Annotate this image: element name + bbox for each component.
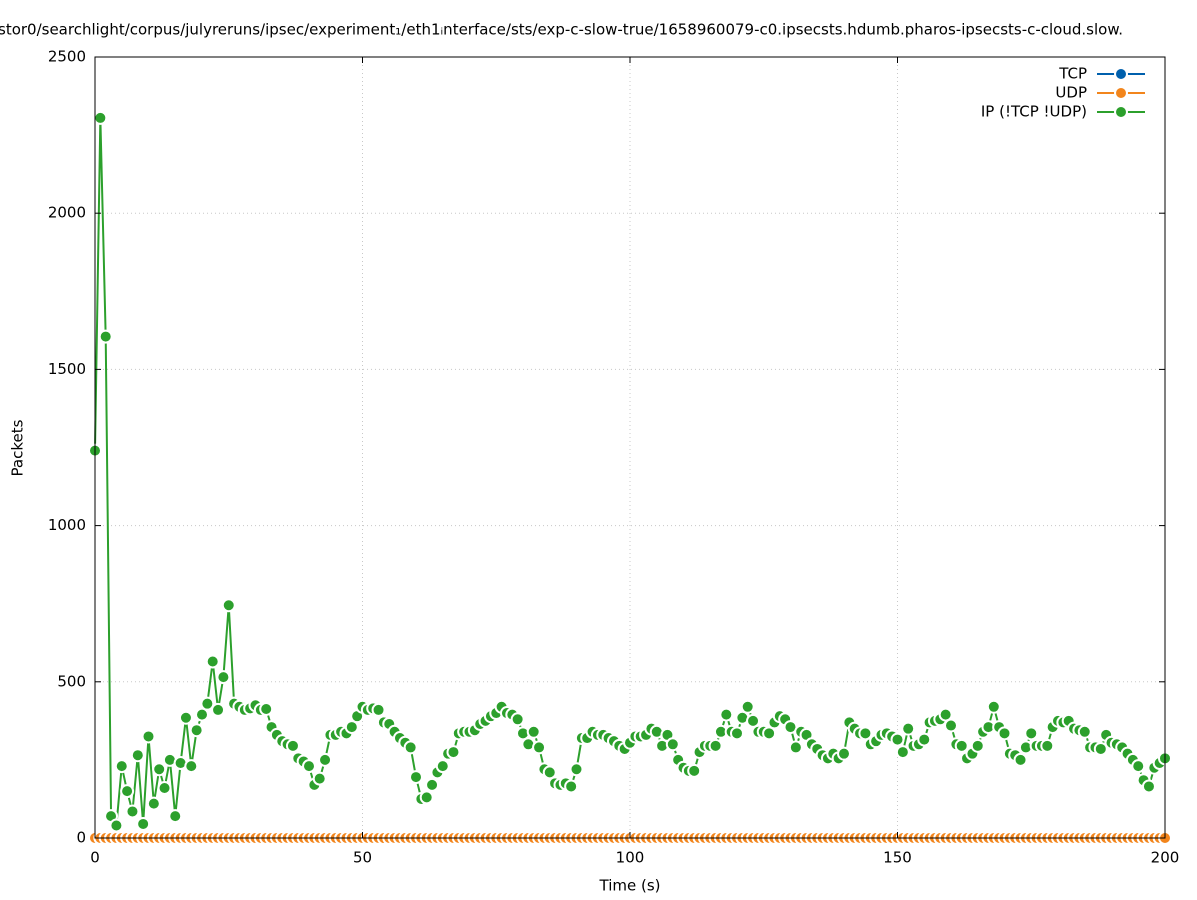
plot-frame bbox=[94, 56, 1166, 839]
x-tick-label: 100 bbox=[616, 849, 645, 867]
data-point bbox=[120, 784, 135, 799]
data-point bbox=[938, 707, 953, 722]
y-axis-label: Packets bbox=[9, 419, 27, 476]
data-point bbox=[890, 732, 905, 747]
data-point bbox=[371, 702, 386, 717]
data-point bbox=[409, 770, 423, 785]
legend-swatch bbox=[1114, 67, 1128, 81]
data-point bbox=[1141, 779, 1156, 794]
data-point bbox=[98, 329, 113, 344]
data-point bbox=[970, 738, 985, 753]
data-point bbox=[178, 710, 193, 725]
data-point bbox=[221, 598, 236, 613]
data-point bbox=[125, 804, 140, 819]
data-point bbox=[157, 781, 172, 796]
x-tick-label: 150 bbox=[883, 849, 912, 867]
data-point bbox=[312, 771, 327, 786]
data-point bbox=[1131, 759, 1146, 774]
grid bbox=[94, 56, 1166, 839]
data-point bbox=[184, 759, 199, 774]
data-point bbox=[1077, 724, 1092, 739]
data-point bbox=[141, 729, 156, 744]
data-point bbox=[318, 752, 333, 767]
data-point bbox=[146, 796, 161, 811]
data-point bbox=[917, 732, 932, 747]
data-point bbox=[510, 712, 525, 727]
data-point bbox=[954, 738, 969, 753]
y-tick-label: 500 bbox=[57, 672, 86, 690]
data-point bbox=[403, 740, 418, 755]
data-point bbox=[730, 726, 744, 741]
data-point bbox=[344, 720, 359, 735]
data-point bbox=[1093, 741, 1108, 756]
data-point bbox=[259, 701, 274, 716]
data-point bbox=[901, 721, 916, 736]
data-point bbox=[1040, 738, 1055, 753]
y-tick-label: 2000 bbox=[48, 204, 86, 222]
data-point bbox=[740, 699, 755, 714]
data-point bbox=[302, 759, 316, 774]
data-point bbox=[152, 762, 167, 777]
x-axis-label: Time (s) bbox=[599, 877, 661, 895]
data-point bbox=[719, 707, 734, 722]
data-point bbox=[569, 762, 584, 777]
data-point bbox=[837, 746, 851, 761]
data-point bbox=[895, 745, 910, 760]
data-point bbox=[205, 654, 220, 669]
legend-swatch bbox=[1114, 105, 1128, 119]
data-point bbox=[189, 723, 204, 738]
x-tick-label: 0 bbox=[90, 849, 100, 867]
data-point bbox=[93, 110, 108, 125]
data-point bbox=[542, 765, 557, 780]
data-point bbox=[986, 699, 1001, 714]
data-point bbox=[788, 740, 803, 755]
x-tick-label: 200 bbox=[1151, 849, 1180, 867]
legend-label: TCP bbox=[1058, 65, 1087, 83]
data-point bbox=[195, 707, 209, 722]
series-line bbox=[94, 117, 1166, 829]
legend-swatch bbox=[1114, 86, 1128, 100]
data-point bbox=[216, 670, 231, 685]
chart-title: stor0/searchlight/corpus/julyreruns/ipse… bbox=[0, 21, 1123, 39]
legend-label: UDP bbox=[1055, 84, 1087, 102]
data-point bbox=[564, 779, 579, 794]
data-point bbox=[687, 763, 702, 778]
data-point bbox=[136, 816, 151, 831]
data-point bbox=[109, 818, 124, 833]
y-tick-label: 1000 bbox=[48, 516, 86, 534]
data-point bbox=[708, 738, 723, 753]
y-tick-label: 0 bbox=[76, 829, 86, 847]
data-point bbox=[130, 748, 145, 763]
data-point bbox=[168, 809, 183, 824]
data-point bbox=[285, 738, 300, 753]
data-point bbox=[997, 726, 1012, 741]
data-point bbox=[1024, 726, 1039, 741]
data-point bbox=[858, 726, 873, 741]
legend-label: IP (!TCP !UDP) bbox=[981, 103, 1087, 121]
x-tick-label: 50 bbox=[353, 849, 372, 867]
data-point bbox=[526, 724, 541, 739]
data-point bbox=[446, 745, 461, 760]
data-point bbox=[211, 702, 226, 717]
data-point bbox=[532, 740, 547, 755]
y-tick-label: 1500 bbox=[48, 360, 86, 378]
y-tick-label: 2500 bbox=[48, 48, 86, 66]
data-point bbox=[665, 737, 680, 752]
data-point bbox=[762, 726, 777, 741]
data-point bbox=[1013, 752, 1028, 767]
data-point bbox=[114, 759, 129, 774]
data-point bbox=[435, 759, 450, 774]
data-point bbox=[425, 777, 440, 792]
data-point bbox=[200, 696, 215, 711]
data-point bbox=[419, 790, 434, 805]
data-point bbox=[746, 713, 761, 728]
data-point bbox=[944, 718, 958, 733]
